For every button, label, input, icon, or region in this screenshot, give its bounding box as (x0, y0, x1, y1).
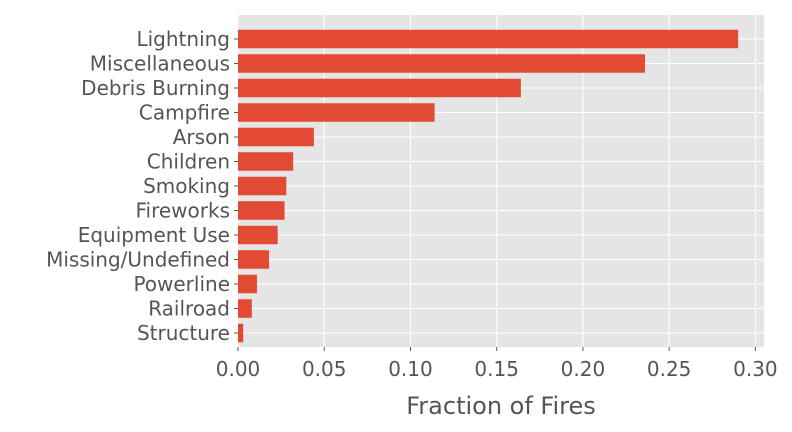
x-tick-label: 0.05 (302, 357, 347, 381)
y-tick-label: Railroad (148, 297, 230, 321)
y-tick-label: Lightning (136, 27, 230, 51)
y-tick-label: Campfire (139, 101, 230, 125)
bar-powerline (238, 274, 257, 294)
bar-equipment-use (238, 225, 278, 245)
x-axis-title: Fraction of Fires (406, 392, 596, 420)
bar-children (238, 152, 294, 171)
y-tick-label: Structure (137, 321, 230, 345)
y-tick-label: Equipment Use (78, 223, 230, 247)
x-tick-label: 0.30 (733, 357, 778, 381)
x-tick-label: 0.15 (474, 357, 519, 381)
y-tick-label: Smoking (143, 174, 230, 198)
y-tick-label: Missing/Undefined (46, 248, 230, 272)
x-tick-label: 0.20 (561, 357, 606, 381)
bar-arson (238, 127, 314, 147)
bar-campfire (238, 103, 435, 122)
x-tick-label: 0.00 (216, 357, 261, 381)
y-tick-label: Children (147, 150, 230, 174)
bar-debris-burning (238, 78, 521, 98)
bar-railroad (238, 299, 252, 318)
bar-smoking (238, 176, 287, 196)
x-tick-label: 0.25 (647, 357, 692, 381)
x-tick-labels: 0.00 0.05 0.10 0.15 0.20 0.25 0.30 (216, 347, 778, 381)
x-tick-label: 0.10 (388, 357, 433, 381)
y-tick-label: Debris Burning (81, 76, 230, 100)
bars (238, 29, 739, 343)
y-tick-label: Arson (173, 125, 230, 149)
bar-miscellaneous (238, 54, 646, 73)
bar-missing-undefined (238, 250, 270, 269)
y-tick-label: Fireworks (135, 199, 230, 223)
y-tick-label: Powerline (133, 272, 230, 296)
bar-fireworks (238, 201, 285, 220)
y-tick-label: Miscellaneous (90, 52, 230, 76)
bar-structure (238, 323, 244, 343)
bar-lightning (238, 29, 739, 49)
